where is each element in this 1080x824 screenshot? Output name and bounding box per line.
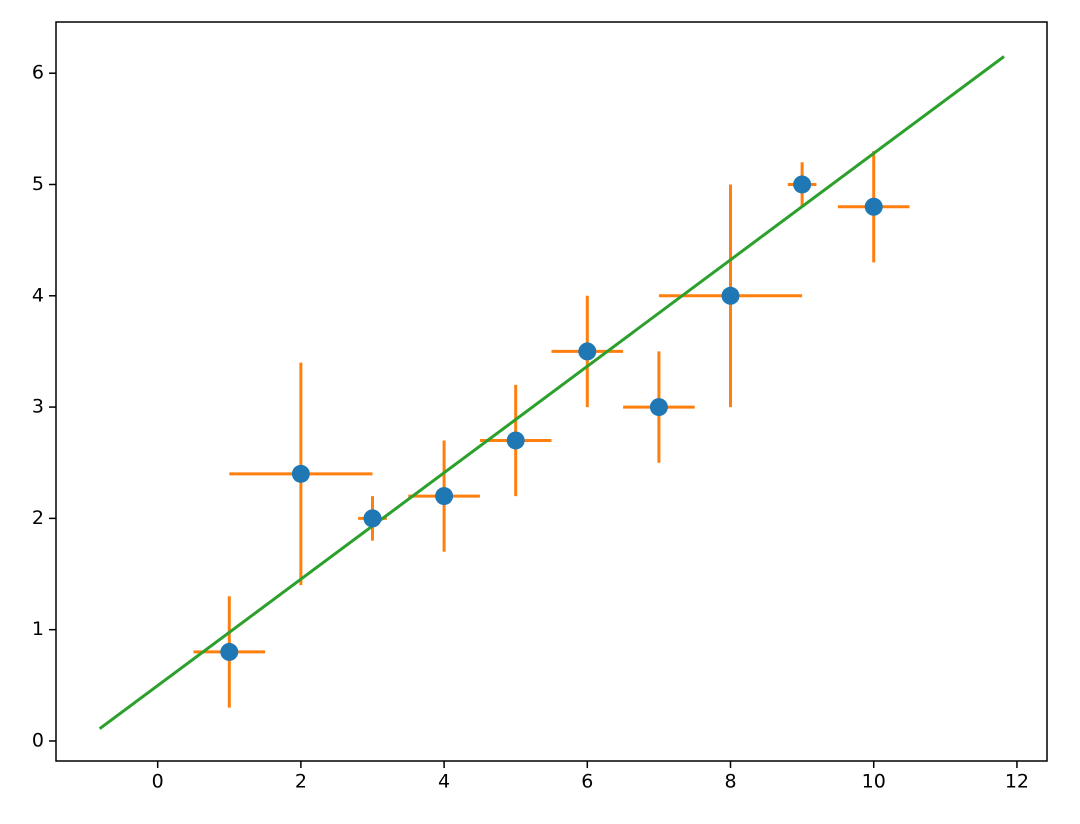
point: [649, 398, 668, 417]
x-tick-label: 8: [724, 771, 736, 793]
fit-line: [98, 55, 1005, 730]
point: [363, 509, 382, 528]
y-tick-label: 0: [32, 729, 44, 751]
point: [864, 197, 883, 216]
y-tick-label: 5: [32, 173, 44, 195]
y-tick-label: 1: [32, 618, 44, 640]
y-tick-label: 6: [32, 62, 44, 84]
point: [578, 342, 597, 361]
point: [793, 175, 812, 194]
plot-frame: [55, 21, 1048, 762]
y-tick-label: 3: [32, 396, 44, 418]
x-tick-label: 10: [862, 771, 886, 793]
x-tick-label: 12: [1005, 771, 1029, 793]
x-tick-label: 4: [438, 771, 450, 793]
x-tick-label: 6: [581, 771, 593, 793]
point: [291, 464, 310, 483]
y-tick-label: 4: [32, 284, 44, 306]
point: [721, 286, 740, 305]
point: [435, 487, 454, 506]
y-tick-label: 2: [32, 507, 44, 529]
point: [506, 431, 525, 450]
x-tick-label: 0: [152, 771, 164, 793]
x-tick-label: 2: [295, 771, 307, 793]
point: [220, 642, 239, 661]
